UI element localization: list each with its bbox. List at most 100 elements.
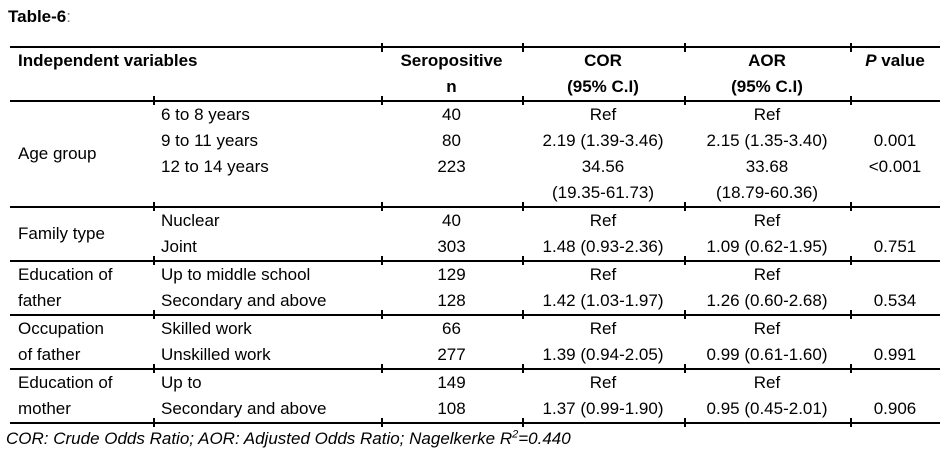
cell-category: Secondary and above xyxy=(161,291,327,310)
p-italic: P xyxy=(865,51,877,70)
cell-seropositive-n xyxy=(381,180,522,206)
rule-tick xyxy=(381,96,383,105)
table-header-row: Independent variables Seropositive n COR… xyxy=(10,43,940,105)
cell-aor: 2.15 (1.35-3.40) xyxy=(706,131,828,150)
cell-cor: 2.19 (1.39-3.46) xyxy=(542,131,664,150)
group-label-line: Education of xyxy=(18,265,113,284)
header-aor-ci-label: (95% C.I) xyxy=(731,77,803,96)
header-aor-label: AOR xyxy=(748,51,786,70)
cell-category: 9 to 11 years xyxy=(161,131,259,150)
cell-aor: 1.09 (0.62-1.95) xyxy=(706,237,828,256)
rule-tick xyxy=(684,256,686,265)
cell-seropositive-n: 40 xyxy=(442,105,461,124)
cell-cor: 34.56 xyxy=(581,157,625,176)
cell-category: 12 to 14 years xyxy=(161,157,269,176)
header-cor-label: COR xyxy=(584,51,622,70)
cell-cor: Ref xyxy=(589,105,617,124)
footnote-text: COR: Crude Odds Ratio; AOR: Adjusted Odd… xyxy=(6,429,513,448)
rule-tick xyxy=(522,202,524,211)
cell-p-value: 0.906 xyxy=(873,399,917,418)
cell-cor: Ref xyxy=(589,265,617,284)
cell-category: Skilled work xyxy=(161,319,252,338)
cell-p-value: <0.001 xyxy=(868,157,922,176)
group-label-line: Family type xyxy=(18,224,105,243)
cell-p-value xyxy=(850,370,940,396)
rule-tick xyxy=(850,202,852,211)
group-label: Occupation of father xyxy=(10,316,153,368)
rule-tick xyxy=(153,364,155,373)
cell-p-value: 0.991 xyxy=(873,345,917,364)
cell-seropositive-n: 66 xyxy=(442,319,461,338)
section-education-of-father: Education of father Up to middle school … xyxy=(10,262,940,319)
footnote-tail: =0.440 xyxy=(518,429,571,448)
cell-p-value: 0.534 xyxy=(873,291,917,310)
footnote: COR: Crude Odds Ratio; AOR: Adjusted Odd… xyxy=(6,429,571,449)
rule-tick xyxy=(153,310,155,319)
cell-aor: (18.79-60.36) xyxy=(715,183,819,202)
section-family-type: Family type Nuclear 40 Ref Ref Joint 303… xyxy=(10,208,940,265)
rule-tick xyxy=(850,256,852,265)
cell-aor: 33.68 xyxy=(745,157,789,176)
cell-seropositive-n: 277 xyxy=(437,345,466,364)
header-seropositive-label: Seropositive xyxy=(400,51,503,70)
rule-tick xyxy=(381,418,383,427)
rule-tick xyxy=(381,202,383,211)
cell-category: Joint xyxy=(161,237,197,256)
cell-seropositive-n: 303 xyxy=(437,237,466,256)
cell-aor: Ref xyxy=(753,319,781,338)
cell-cor: 1.48 (0.93-2.36) xyxy=(542,237,664,256)
rule-tick xyxy=(522,96,524,105)
cell-cor: Ref xyxy=(589,211,617,230)
rule-tick xyxy=(684,43,686,52)
cell-category: Unskilled work xyxy=(161,345,271,364)
rule-tick xyxy=(522,418,524,427)
rule-tick xyxy=(850,43,852,52)
cell-aor: Ref xyxy=(753,373,781,392)
group-label-line: Education of xyxy=(18,373,113,392)
rule-tick xyxy=(522,43,524,52)
rule-tick xyxy=(684,364,686,373)
cell-cor: 1.39 (0.94-2.05) xyxy=(542,345,664,364)
header-cell-seropositive: Seropositive n xyxy=(381,48,522,100)
table-title-label: Table-6 xyxy=(8,7,67,26)
group-label: Education of mother xyxy=(10,370,153,422)
statistics-table: Independent variables Seropositive n COR… xyxy=(10,43,940,427)
rule-tick xyxy=(153,96,155,105)
cell-aor: 0.99 (0.61-1.60) xyxy=(706,345,828,364)
cell-cor: (19.35-61.73) xyxy=(551,183,655,202)
cell-aor: Ref xyxy=(753,265,781,284)
cell-aor: Ref xyxy=(753,105,781,124)
rule-tick xyxy=(522,256,524,265)
cell-p-value xyxy=(850,262,940,288)
section-occupation-of-father: Occupation of father Skilled work 66 Ref… xyxy=(10,316,940,373)
rule-tick xyxy=(153,418,155,427)
rule-tick xyxy=(850,96,852,105)
cell-p-value: 0.001 xyxy=(873,131,917,150)
header-cell-aor: AOR (95% C.I) xyxy=(684,48,850,100)
cell-seropositive-n: 223 xyxy=(437,157,466,176)
rule-tick xyxy=(684,310,686,319)
header-cell-cor: COR (95% C.I) xyxy=(522,48,684,100)
cell-cor: 1.37 (0.99-1.90) xyxy=(542,399,664,418)
rule-tick xyxy=(850,418,852,427)
group-label-line: father xyxy=(18,291,62,310)
cell-cor: 1.42 (1.03-1.97) xyxy=(542,291,664,310)
cell-category: Secondary and above xyxy=(161,399,327,418)
cell-cor: Ref xyxy=(589,319,617,338)
cell-aor: 0.95 (0.45-2.01) xyxy=(706,399,828,418)
group-label: Age group xyxy=(10,141,153,167)
group-label-line: Age group xyxy=(18,144,97,163)
group-label: Family type xyxy=(10,221,153,247)
p-value-word: value xyxy=(881,51,925,70)
cell-aor: Ref xyxy=(753,211,781,230)
cell-p-value xyxy=(850,316,940,342)
rule-tick xyxy=(684,96,686,105)
cell-category xyxy=(153,180,381,206)
cell-seropositive-n: 108 xyxy=(437,399,466,418)
section-age-group: Age group 6 to 8 years 40 Ref Ref 9 to 1… xyxy=(10,102,940,211)
group-label: Education of father xyxy=(10,262,153,314)
cell-category: Up to xyxy=(161,373,202,392)
cell-seropositive-n: 40 xyxy=(442,211,461,230)
rule-tick xyxy=(522,364,524,373)
header-independent-variables: Independent variables xyxy=(18,51,198,70)
